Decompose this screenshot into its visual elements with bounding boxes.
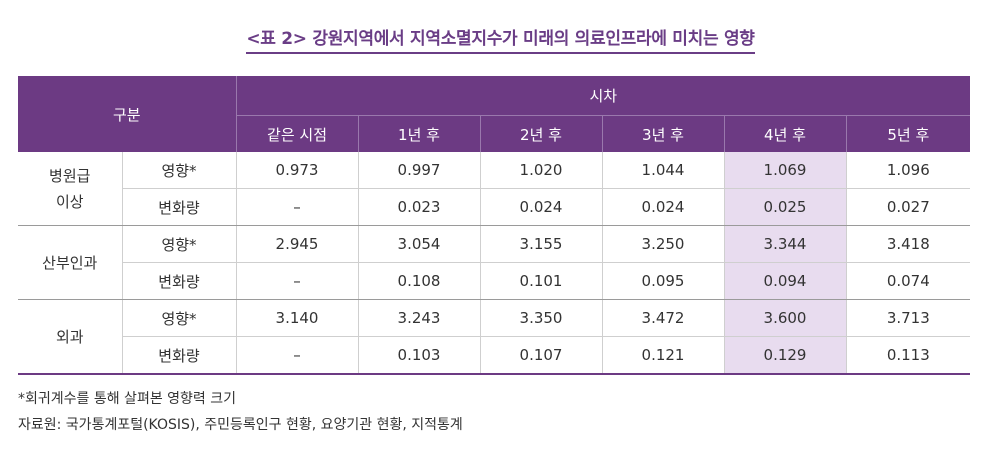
table-cell: 1.044 [601, 152, 725, 189]
row-category: 산부인과 [18, 225, 122, 300]
source-note: 자료원: 국가통계포털(KOSIS), 주민등록인구 현황, 요양기관 현황, … [18, 417, 463, 433]
table-cell: 0.094 [723, 262, 847, 300]
table-cell: 0.108 [357, 262, 481, 300]
column-header: 3년 후 [601, 115, 725, 152]
table-cell: 1.069 [723, 152, 847, 189]
table-row: 변화량 –0.108 0.101 0.095 0.094 0.074 [18, 262, 971, 300]
table-cell: 0.023 [357, 188, 481, 226]
table-row: 병원급 이상 영향* 0.973 0.997 1.020 1.044 1.069 1.096 [18, 152, 971, 226]
table-row: 변화량 –0.103 0.107 0.121 0.129 0.113 [18, 336, 971, 375]
table-cell: 3.054 [357, 225, 481, 263]
table-cell: – [235, 262, 359, 300]
table-row: 산부인과 영향* 2.945 3.054 3.155 3.250 3.344 3.418 [18, 225, 971, 300]
header-time: 시차 [235, 76, 971, 116]
column-header: 4년 후 [723, 115, 847, 152]
table-cell: 0.997 [357, 152, 481, 189]
table-cell: 3.155 [479, 225, 603, 263]
table-title-wrap: <표 2> 강원지역에서 지역소멸지수가 미래의 의료인프라에 미치는 영향 [0, 24, 1001, 54]
header-row-top: 구분 시차 [18, 76, 971, 152]
table-cell: 0.074 [845, 262, 971, 300]
header-row-sub: 같은 시점 1년 후 2년 후 3년 후 4년 후 5년 후 [18, 115, 971, 152]
table-cell: 0.121 [601, 336, 725, 375]
table-cell: 0.103 [357, 336, 481, 375]
table-cell: 3.140 [235, 299, 359, 337]
row-label: 영향* [121, 152, 237, 189]
table-cell: 0.113 [845, 336, 971, 375]
table-cell: 2.945 [235, 225, 359, 263]
table-cell: 3.344 [723, 225, 847, 263]
table-cell: 0.025 [723, 188, 847, 226]
row-label: 변화량 [121, 336, 237, 375]
footnote: *회귀계수를 통해 살펴본 영향력 크기 [18, 391, 236, 407]
table-cell: 3.250 [601, 225, 725, 263]
table-cell: 3.472 [601, 299, 725, 337]
table-cell: 1.020 [479, 152, 603, 189]
column-header: 5년 후 [845, 115, 971, 152]
table-cell: 3.243 [357, 299, 481, 337]
table-row: 외과 영향* 3.140 3.243 3.350 3.472 3.600 3.713 [18, 299, 971, 375]
table-title: <표 2> 강원지역에서 지역소멸지수가 미래의 의료인프라에 미치는 영향 [246, 24, 755, 54]
table-cell: 1.096 [845, 152, 971, 189]
row-category: 외과 [18, 299, 122, 375]
table-cell: 0.129 [723, 336, 847, 375]
row-label: 변화량 [121, 262, 237, 300]
table-cell: 0.107 [479, 336, 603, 375]
header-corner: 구분 [18, 76, 237, 152]
table-cell: 3.350 [479, 299, 603, 337]
table-cell: 0.095 [601, 262, 725, 300]
table-cell: 0.024 [601, 188, 725, 226]
table-cell: 0.024 [479, 188, 603, 226]
table-body: 병원급 이상 영향* 0.973 0.997 1.020 1.044 1.069 1.096 변… [18, 152, 971, 375]
table-cell: 0.973 [235, 152, 359, 189]
row-category: 병원급 이상 [18, 152, 122, 226]
data-table: 구분 시차 같은 시점 1년 후 2년 후 3년 후 4년 후 5년 후 병원급… [18, 76, 971, 375]
table-cell: 0.027 [845, 188, 971, 226]
row-label: 변화량 [121, 188, 237, 226]
table-cell: 3.418 [845, 225, 971, 263]
table-cell: 0.101 [479, 262, 603, 300]
column-header: 2년 후 [479, 115, 603, 152]
column-header: 1년 후 [357, 115, 481, 152]
table-row: 변화량 –0.023 0.024 0.024 0.025 0.027 [18, 188, 971, 226]
table-cell: 3.713 [845, 299, 971, 337]
row-label: 영향* [121, 225, 237, 263]
column-header: 같은 시점 [235, 115, 359, 152]
row-label: 영향* [121, 299, 237, 337]
table-cell: – [235, 336, 359, 375]
table-cell: 3.600 [723, 299, 847, 337]
table-cell: – [235, 188, 359, 226]
